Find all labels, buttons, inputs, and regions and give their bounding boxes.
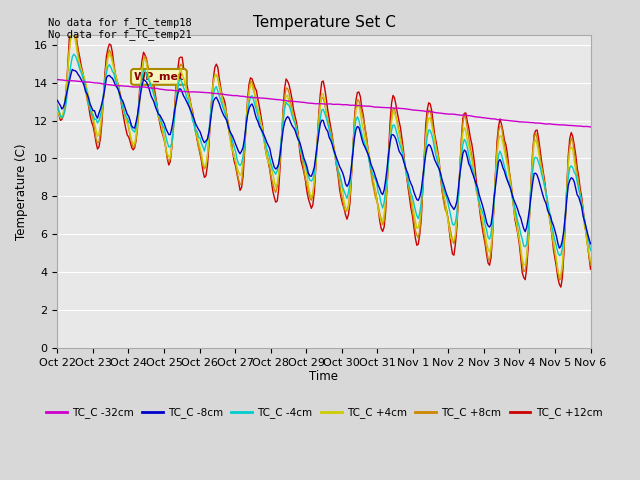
Legend: TC_C -32cm, TC_C -8cm, TC_C -4cm, TC_C +4cm, TC_C +8cm, TC_C +12cm: TC_C -32cm, TC_C -8cm, TC_C -4cm, TC_C +… (42, 403, 607, 422)
Title: Temperature Set C: Temperature Set C (253, 15, 396, 30)
Y-axis label: Temperature (C): Temperature (C) (15, 144, 28, 240)
X-axis label: Time: Time (310, 370, 339, 384)
Text: WP_met: WP_met (134, 72, 184, 82)
Text: No data for f_TC_temp18
No data for f_TC_temp21: No data for f_TC_temp18 No data for f_TC… (48, 17, 192, 40)
